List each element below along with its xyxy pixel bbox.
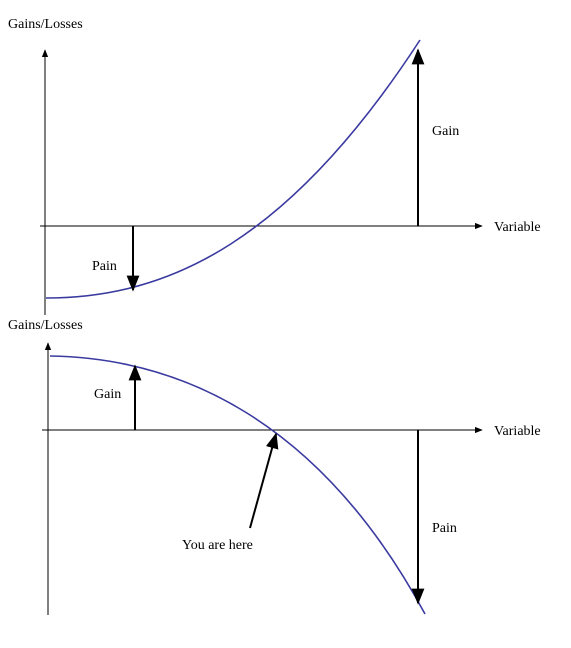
bottom-pain-label: Pain <box>432 521 457 536</box>
you-are-here-arrow <box>249 432 279 529</box>
top-y-axis-label: Gains/Losses <box>8 17 83 32</box>
top-x-axis-label: Variable <box>494 220 541 235</box>
top-curve <box>45 39 421 299</box>
bottom-y-axis-label: Gains/Losses <box>8 318 83 333</box>
bottom-curve <box>49 355 426 615</box>
top-gain-label: Gain <box>432 124 459 139</box>
top-pain-label: Pain <box>92 259 117 274</box>
bottom-gain-label: Gain <box>94 387 121 402</box>
bottom-x-axis-label: Variable <box>494 424 541 439</box>
you-are-here-label: You are here <box>182 538 253 553</box>
top-panel: Gains/Losses Variable Pain Gain <box>8 17 541 315</box>
bottom-panel: Gains/Losses Variable Gain Pain You are … <box>8 318 541 615</box>
